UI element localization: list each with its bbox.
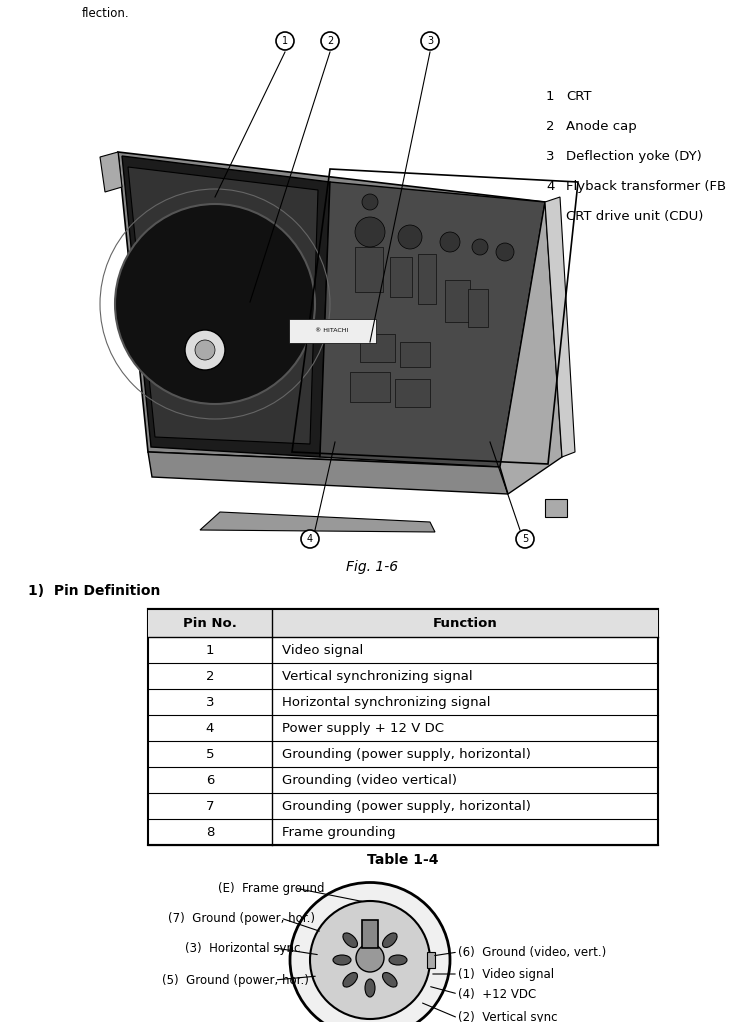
Text: 3: 3: [206, 696, 214, 708]
Circle shape: [398, 225, 422, 249]
FancyBboxPatch shape: [289, 319, 376, 343]
Circle shape: [472, 239, 488, 256]
Text: 7: 7: [206, 799, 214, 812]
Circle shape: [362, 194, 378, 210]
Bar: [468, 289, 488, 327]
Text: (5)  Ground (power, hor.): (5) Ground (power, hor.): [162, 974, 309, 986]
Circle shape: [440, 232, 460, 252]
Text: (2)  Vertical sync: (2) Vertical sync: [458, 1012, 557, 1022]
Bar: [545, 499, 567, 517]
Polygon shape: [500, 202, 562, 494]
Bar: [362, 920, 378, 948]
Text: flection.: flection.: [82, 7, 129, 20]
Polygon shape: [128, 167, 318, 444]
Bar: [360, 334, 395, 362]
Polygon shape: [320, 182, 545, 467]
Text: 4: 4: [307, 535, 313, 544]
Ellipse shape: [310, 901, 430, 1019]
Circle shape: [276, 32, 294, 50]
Text: 5: 5: [546, 210, 554, 223]
Bar: [355, 247, 383, 292]
Bar: [445, 280, 470, 322]
Circle shape: [516, 530, 534, 548]
Circle shape: [421, 32, 439, 50]
Text: 2: 2: [327, 36, 333, 46]
Text: (3)  Horizontal sync: (3) Horizontal sync: [185, 941, 301, 955]
Polygon shape: [100, 152, 122, 192]
Bar: [350, 372, 390, 402]
Text: 6: 6: [206, 774, 214, 787]
Circle shape: [496, 243, 514, 261]
Polygon shape: [118, 152, 545, 467]
Text: ® HITACHI: ® HITACHI: [315, 327, 349, 332]
Text: Frame grounding: Frame grounding: [282, 826, 396, 838]
Ellipse shape: [382, 933, 397, 947]
Text: 1: 1: [282, 36, 288, 46]
Text: Grounding (power supply, horizontal): Grounding (power supply, horizontal): [282, 747, 531, 760]
Text: Grounding (video vertical): Grounding (video vertical): [282, 774, 457, 787]
Ellipse shape: [343, 933, 357, 947]
Bar: [427, 953, 435, 968]
Polygon shape: [200, 512, 435, 532]
Text: 2: 2: [546, 120, 554, 133]
Ellipse shape: [343, 973, 357, 987]
Ellipse shape: [382, 973, 397, 987]
Ellipse shape: [290, 883, 450, 1022]
Text: CRT drive unit (CDU): CRT drive unit (CDU): [566, 210, 703, 223]
Bar: [418, 254, 436, 304]
Text: 4: 4: [546, 180, 554, 193]
Text: (7)  Ground (power, hor.): (7) Ground (power, hor.): [168, 912, 315, 925]
Bar: [390, 257, 412, 297]
Circle shape: [355, 217, 385, 247]
Text: 5: 5: [206, 747, 214, 760]
Text: Function: Function: [432, 616, 498, 630]
Text: Grounding (power supply, horizontal): Grounding (power supply, horizontal): [282, 799, 531, 812]
Text: Table 1-4: Table 1-4: [368, 853, 439, 867]
Text: Video signal: Video signal: [282, 644, 363, 656]
Text: Pin No.: Pin No.: [183, 616, 237, 630]
Polygon shape: [545, 197, 575, 457]
Text: 4: 4: [206, 722, 214, 735]
Text: CRT: CRT: [566, 90, 591, 103]
Text: Horizontal synchronizing signal: Horizontal synchronizing signal: [282, 696, 490, 708]
Circle shape: [195, 340, 215, 360]
Text: Deflection yoke (DY): Deflection yoke (DY): [566, 150, 702, 162]
Text: 1-8: 1-8: [361, 994, 383, 1008]
Bar: [400, 342, 430, 367]
Bar: [395, 379, 430, 407]
Circle shape: [185, 330, 225, 370]
Text: 2: 2: [206, 669, 214, 683]
Circle shape: [301, 530, 319, 548]
Text: 3: 3: [546, 150, 554, 162]
Circle shape: [321, 32, 339, 50]
Text: 1)  Pin Definition: 1) Pin Definition: [28, 584, 161, 598]
Text: (1)  Video signal: (1) Video signal: [458, 968, 554, 980]
Text: Power supply + 12 V DC: Power supply + 12 V DC: [282, 722, 444, 735]
Ellipse shape: [389, 955, 407, 965]
Circle shape: [356, 944, 384, 972]
Polygon shape: [148, 452, 508, 494]
Ellipse shape: [333, 955, 351, 965]
Text: Fig. 1-6: Fig. 1-6: [346, 560, 398, 574]
Text: Flyback transformer (FB: Flyback transformer (FB: [566, 180, 726, 193]
Bar: [148, 609, 658, 845]
Text: (6)  Ground (video, vert.): (6) Ground (video, vert.): [458, 945, 606, 959]
Text: 8: 8: [206, 826, 214, 838]
Text: Vertical synchronizing signal: Vertical synchronizing signal: [282, 669, 472, 683]
Text: 3: 3: [427, 36, 433, 46]
Circle shape: [115, 204, 315, 404]
Text: 5: 5: [522, 535, 528, 544]
Bar: [148, 609, 658, 637]
Polygon shape: [122, 156, 330, 457]
Text: (E)  Frame ground: (E) Frame ground: [218, 882, 324, 894]
Text: Anode cap: Anode cap: [566, 120, 637, 133]
Text: 1: 1: [546, 90, 554, 103]
Ellipse shape: [365, 979, 375, 997]
Text: (4)  +12 VDC: (4) +12 VDC: [458, 987, 536, 1001]
Text: 1: 1: [206, 644, 214, 656]
